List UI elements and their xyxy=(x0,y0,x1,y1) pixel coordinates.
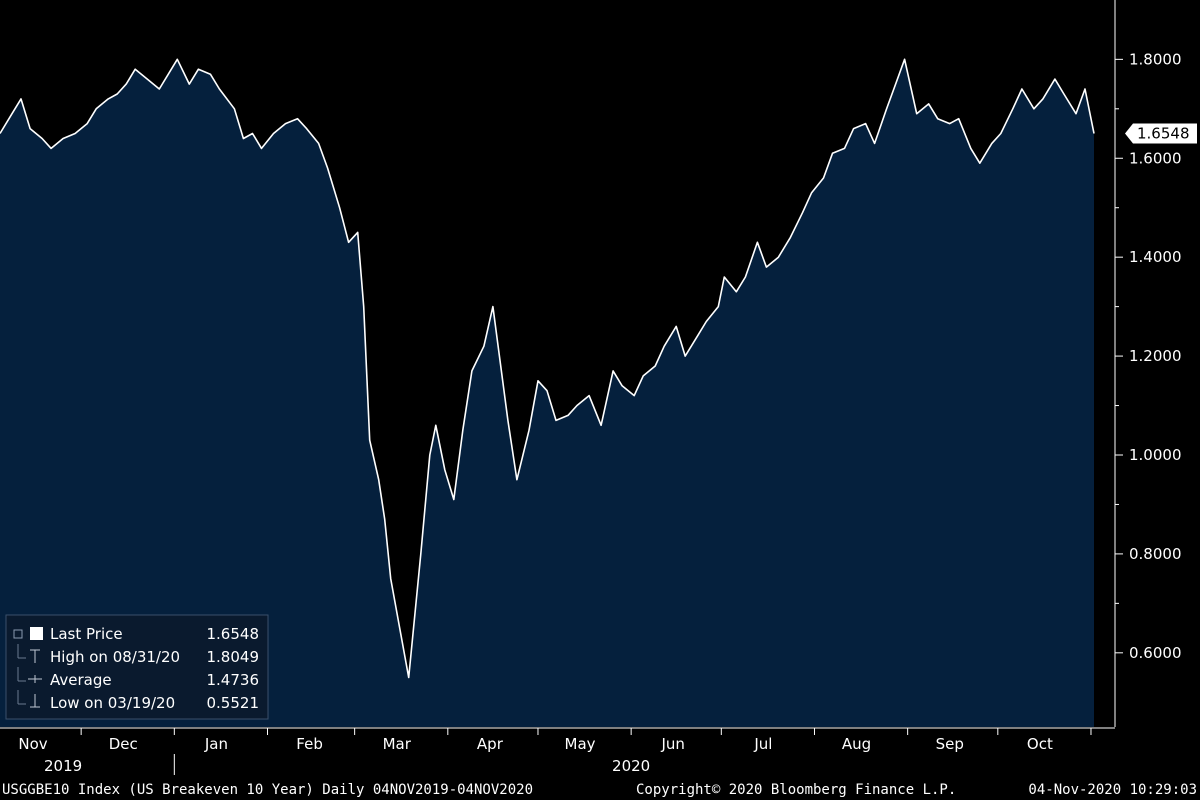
legend-value: 1.8049 xyxy=(207,648,260,666)
low-icon xyxy=(30,694,40,708)
axes: 0.6000 0.8000 1.0000 1.2000 1.4000 1.6000 1.80… xyxy=(0,0,1197,775)
x-tick-label: Sep xyxy=(936,735,964,753)
x-tick-label: Dec xyxy=(109,735,138,753)
collapse-icon xyxy=(13,629,23,639)
x-tick-label: Apr xyxy=(477,735,504,753)
x-tick-label: Jul xyxy=(753,735,772,753)
footer: USGGBE10 Index (US Breakeven 10 Year) Da… xyxy=(2,782,1197,798)
y-tick-label: 1.8000 xyxy=(1129,50,1182,68)
last-value-marker: 1.6548 xyxy=(1125,123,1197,144)
footer-left: USGGBE10 Index (US Breakeven 10 Year) Da… xyxy=(2,782,533,798)
y-tick-label: 1.2000 xyxy=(1129,347,1182,365)
legend-value: 0.5521 xyxy=(207,694,260,712)
legend: Last Price 1.6548 High on 08/31/20 1.8049 Av… xyxy=(5,614,269,720)
y-tick-label: 0.8000 xyxy=(1129,545,1182,563)
x-tick-label: Jun xyxy=(661,735,685,753)
high-icon xyxy=(30,649,40,663)
x-tick-label: May xyxy=(565,735,596,753)
series-line xyxy=(0,58,1095,679)
legend-label: Average xyxy=(50,671,112,689)
x-tick-label: Nov xyxy=(18,735,47,753)
x-tick-label: Jan xyxy=(204,735,228,753)
x-tick-label: Mar xyxy=(383,735,412,753)
year-label: 2019 xyxy=(44,757,82,775)
x-tick-label: Aug xyxy=(842,735,871,753)
legend-label: Low on 03/19/20 xyxy=(50,694,175,712)
y-tick-label: 0.6000 xyxy=(1129,644,1182,662)
legend-label: Last Price xyxy=(50,625,123,643)
y-tick-label: 1.4000 xyxy=(1129,248,1182,266)
y-tick-label: 1.6000 xyxy=(1129,149,1182,167)
legend-box xyxy=(5,614,269,720)
legend-value: 1.6548 xyxy=(207,625,260,643)
last-value-box xyxy=(1125,123,1197,144)
plot-area xyxy=(0,58,1095,728)
y-tick-label: 1.0000 xyxy=(1129,446,1182,464)
legend-value: 1.4736 xyxy=(207,671,260,689)
footer-timestamp: 04-Nov-2020 10:29:03 xyxy=(1028,782,1197,798)
last-price-swatch xyxy=(30,627,43,640)
average-icon xyxy=(28,675,42,683)
last-value-label: 1.6548 xyxy=(1137,125,1190,143)
x-tick-label: Oct xyxy=(1027,735,1053,753)
year-label: 2020 xyxy=(612,757,650,775)
x-tick-label: Feb xyxy=(296,735,323,753)
footer-copyright: Copyright© 2020 Bloomberg Finance L.P. xyxy=(636,782,956,798)
legend-label: High on 08/31/20 xyxy=(50,648,180,666)
